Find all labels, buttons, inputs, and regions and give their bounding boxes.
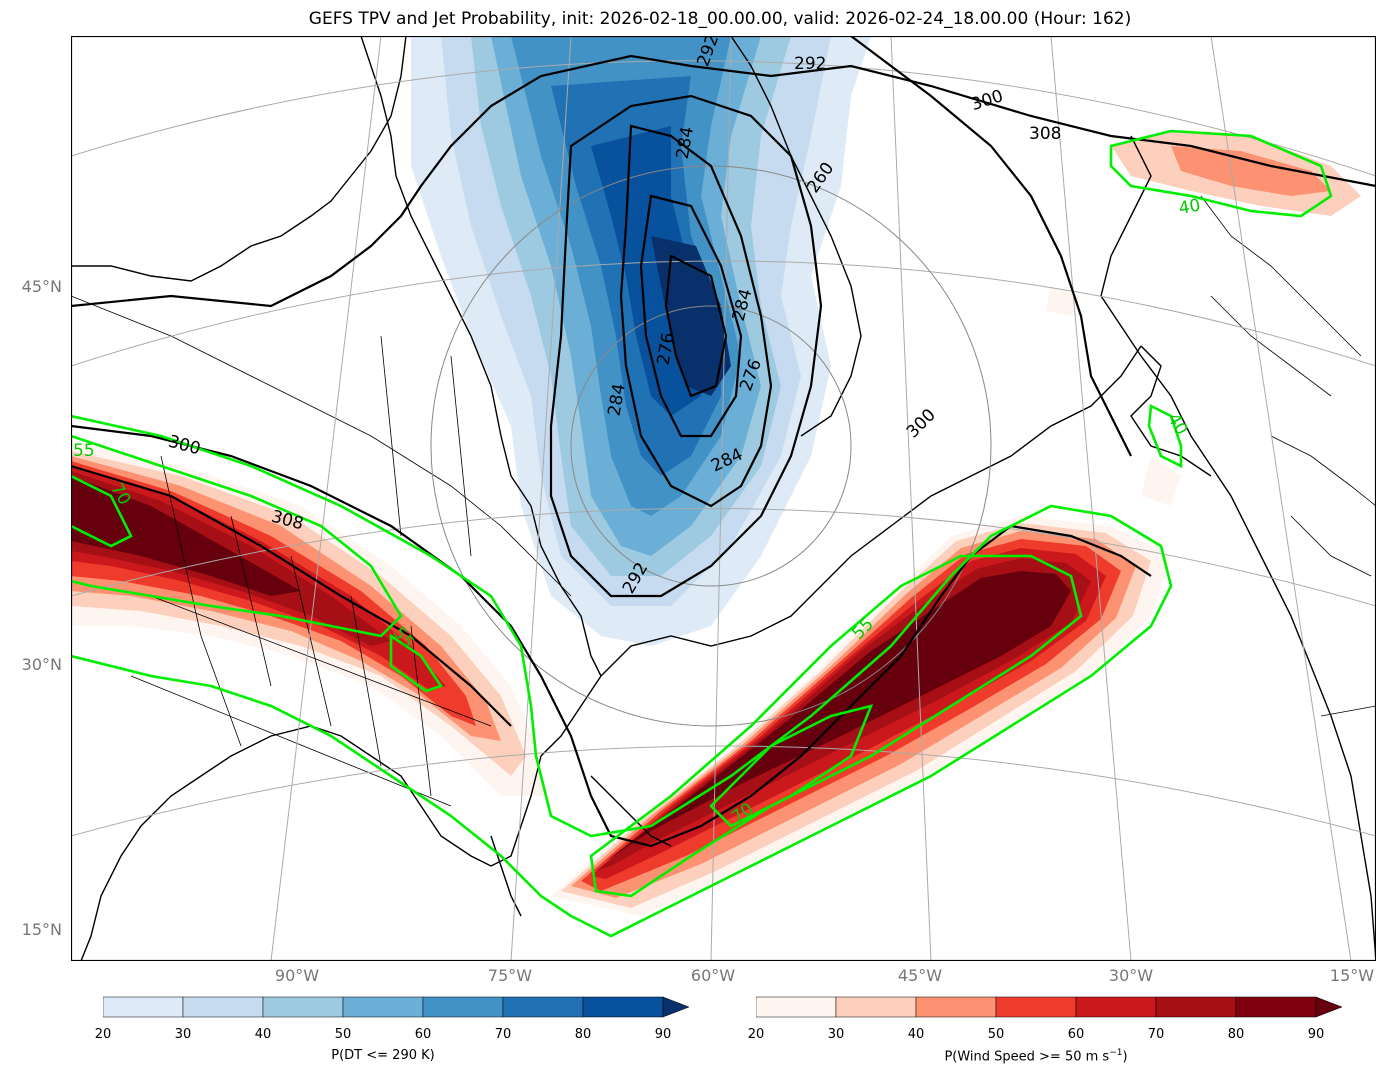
tpv-colorbar-segment: [502, 996, 584, 1018]
tpv-colorbar-segment: [422, 996, 504, 1018]
political-borders: [71, 195, 1376, 807]
jet-colorbar-segment: [1155, 996, 1237, 1018]
jet-probability-europe: [1046, 131, 1361, 506]
jet-colorbar: [756, 996, 1343, 1018]
lon-label-60w: 60°W: [690, 966, 736, 985]
tpv-colorbar-segment: [342, 996, 424, 1018]
tpv-colorbar-tick-label: 60: [414, 1027, 432, 1042]
lon-label-75w: 75°W: [487, 966, 533, 985]
theta-label: 292: [794, 54, 826, 74]
jet-colorbar-segment: [835, 996, 917, 1018]
lon-label-15w: 15°W: [1329, 966, 1375, 985]
tpv-colorbar-segment: [262, 996, 344, 1018]
jet-colorbar-tick-label: 30: [827, 1027, 845, 1042]
jet-colorbar-segment: [915, 996, 997, 1018]
jet-colorbar-tick-label: 80: [1227, 1027, 1245, 1042]
wind-contours: [71, 129, 1333, 938]
lat-label-30n: 30°N: [21, 655, 62, 674]
jet-colorbar-tick-label: 50: [987, 1027, 1005, 1042]
jet-colorbar-tick-label: 20: [747, 1027, 765, 1042]
jet-colorbar-caption: P(Wind Speed >= 50 m s−1): [756, 1048, 1316, 1064]
tpv-probability-field: [411, 36, 871, 646]
tpv-colorbar-tick-label: 40: [254, 1027, 272, 1042]
lon-label-90w: 90°W: [274, 966, 320, 985]
tpv-colorbar-tick-label: 30: [174, 1027, 192, 1042]
tpv-colorbar-caption: P(DT <= 290 K): [331, 1048, 435, 1063]
jet-colorbar-tick-label: 70: [1147, 1027, 1165, 1042]
tpv-colorbar-segment: [182, 996, 264, 1018]
lat-label-15n: 15°N: [21, 920, 62, 939]
theta-label: 308: [1029, 124, 1061, 144]
lon-label-30w: 30°W: [1108, 966, 1154, 985]
tpv-colorbar-tick-label: 80: [574, 1027, 592, 1042]
wind-label: 55: [73, 441, 95, 461]
jet-colorbar-segment: [1235, 996, 1317, 1018]
wind-label: 40: [1177, 195, 1202, 218]
tpv-colorbar-tick-label: 70: [494, 1027, 512, 1042]
jet-caption-end: ): [1122, 1049, 1128, 1065]
jet-colorbar-segment: [1075, 996, 1157, 1018]
tpv-colorbar-segment: [582, 996, 664, 1018]
tpv-colorbar-tick-label: 50: [334, 1027, 352, 1042]
tpv-colorbar-extend-arrow: [662, 996, 690, 1018]
jet-colorbar-extend-arrow: [1315, 996, 1343, 1018]
map-frame: [71, 36, 1376, 961]
theta-contours: [71, 36, 1376, 848]
jet-probability-west: [71, 441, 546, 796]
tpv-colorbar-tick-label: 20: [94, 1027, 112, 1042]
jet-caption-main: P(Wind Speed >= 50 m s: [944, 1049, 1110, 1065]
coastlines: [71, 36, 1376, 961]
jet-colorbar-segment: [995, 996, 1077, 1018]
graticule: [71, 36, 1376, 961]
jet-colorbar-segment: [756, 996, 837, 1018]
lon-label-45w: 45°W: [897, 966, 943, 985]
lat-label-45n: 45°N: [21, 277, 62, 296]
jet-caption-sup: −1: [1109, 1048, 1123, 1058]
jet-colorbar-tick-label: 60: [1067, 1027, 1085, 1042]
map-title: GEFS TPV and Jet Probability, init: 2026…: [308, 9, 1132, 29]
tpv-colorbar: [103, 996, 690, 1018]
map-panel: 292 292 300 308 260 284 276 284 284 276 …: [71, 36, 1376, 961]
jet-colorbar-tick-label: 40: [907, 1027, 925, 1042]
tpv-colorbar-tick-label: 90: [654, 1027, 672, 1042]
tpv-colorbar-segment: [103, 996, 184, 1018]
jet-colorbar-tick-label: 90: [1307, 1027, 1325, 1042]
